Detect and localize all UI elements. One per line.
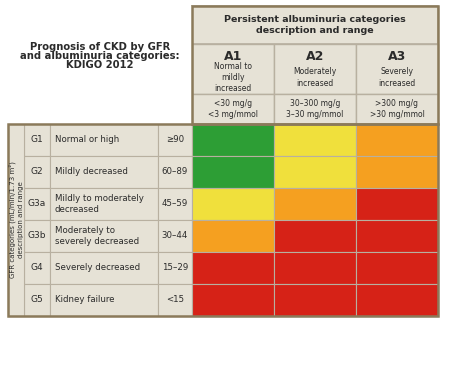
Text: Prognosis of CKD by GFR: Prognosis of CKD by GFR	[30, 42, 170, 51]
Bar	[356, 124, 438, 156]
Bar	[192, 124, 274, 156]
Text: G4: G4	[31, 264, 43, 272]
Bar	[158, 124, 192, 156]
Text: Mildly decreased: Mildly decreased	[55, 168, 128, 176]
Text: Severely decreased: Severely decreased	[55, 264, 140, 272]
Bar	[356, 94, 438, 124]
Text: A3: A3	[388, 50, 406, 63]
Bar	[8, 124, 24, 316]
Text: Moderately to
severely decreased: Moderately to severely decreased	[55, 226, 139, 246]
Text: A2: A2	[306, 50, 324, 63]
Text: Mildly to moderately
decreased: Mildly to moderately decreased	[55, 194, 144, 214]
Bar	[356, 44, 438, 94]
Text: 60–89: 60–89	[162, 168, 188, 176]
Text: 45–59: 45–59	[162, 200, 188, 208]
Bar	[356, 252, 438, 284]
Text: G3b: G3b	[28, 232, 46, 240]
Bar	[192, 284, 274, 316]
Text: Normal or high: Normal or high	[55, 136, 119, 144]
Text: Severely
increased: Severely increased	[378, 67, 416, 88]
Text: Normal to
mildly
increased: Normal to mildly increased	[214, 62, 252, 93]
Text: G1: G1	[31, 136, 44, 144]
Bar	[158, 252, 192, 284]
Text: A1: A1	[224, 50, 242, 63]
Bar	[158, 220, 192, 252]
Bar	[192, 6, 438, 44]
Text: Moderately
increased: Moderately increased	[293, 67, 337, 88]
Bar	[274, 284, 356, 316]
Bar	[356, 156, 438, 188]
Text: >300 mg/g
>30 mg/mmol: >300 mg/g >30 mg/mmol	[370, 99, 424, 119]
Bar	[158, 156, 192, 188]
Bar	[50, 284, 158, 316]
Text: 30–44: 30–44	[162, 232, 188, 240]
Text: G3a: G3a	[28, 200, 46, 208]
Bar	[50, 252, 158, 284]
Text: G5: G5	[31, 296, 44, 304]
Bar	[274, 124, 356, 156]
Bar	[50, 188, 158, 220]
Text: Kidney failure: Kidney failure	[55, 296, 115, 304]
Bar	[24, 220, 50, 252]
Bar	[192, 252, 274, 284]
Bar	[50, 220, 158, 252]
Bar	[50, 156, 158, 188]
Bar	[192, 220, 274, 252]
Bar	[24, 252, 50, 284]
Bar	[50, 124, 158, 156]
Text: 15–29: 15–29	[162, 264, 188, 272]
Bar	[274, 94, 356, 124]
Text: G2: G2	[31, 168, 43, 176]
Text: and albuminuria categories:: and albuminuria categories:	[20, 51, 180, 61]
Text: <30 mg/g
<3 mg/mmol: <30 mg/g <3 mg/mmol	[208, 99, 258, 119]
Text: GFR categories (mL/min/1.73 m²)
description and range: GFR categories (mL/min/1.73 m²) descript…	[8, 162, 24, 279]
Bar	[158, 188, 192, 220]
Bar	[24, 188, 50, 220]
Bar	[274, 220, 356, 252]
Bar	[24, 124, 50, 156]
Bar	[274, 188, 356, 220]
Text: KDIGO 2012: KDIGO 2012	[66, 59, 134, 70]
Bar	[356, 284, 438, 316]
Bar	[274, 44, 356, 94]
Bar	[356, 188, 438, 220]
Bar	[192, 44, 274, 94]
Bar	[192, 6, 438, 124]
Bar	[192, 156, 274, 188]
Bar	[192, 94, 274, 124]
Bar	[24, 284, 50, 316]
Text: ≥90: ≥90	[166, 136, 184, 144]
Text: Persistent albuminuria categories
description and range: Persistent albuminuria categories descri…	[224, 14, 406, 35]
Bar	[356, 220, 438, 252]
Bar	[274, 156, 356, 188]
Text: 30–300 mg/g
3–30 mg/mmol: 30–300 mg/g 3–30 mg/mmol	[286, 99, 344, 119]
Bar	[8, 124, 438, 316]
Bar	[8, 6, 192, 124]
Bar	[158, 284, 192, 316]
Bar	[192, 188, 274, 220]
Bar	[24, 156, 50, 188]
Text: <15: <15	[166, 296, 184, 304]
Bar	[274, 252, 356, 284]
